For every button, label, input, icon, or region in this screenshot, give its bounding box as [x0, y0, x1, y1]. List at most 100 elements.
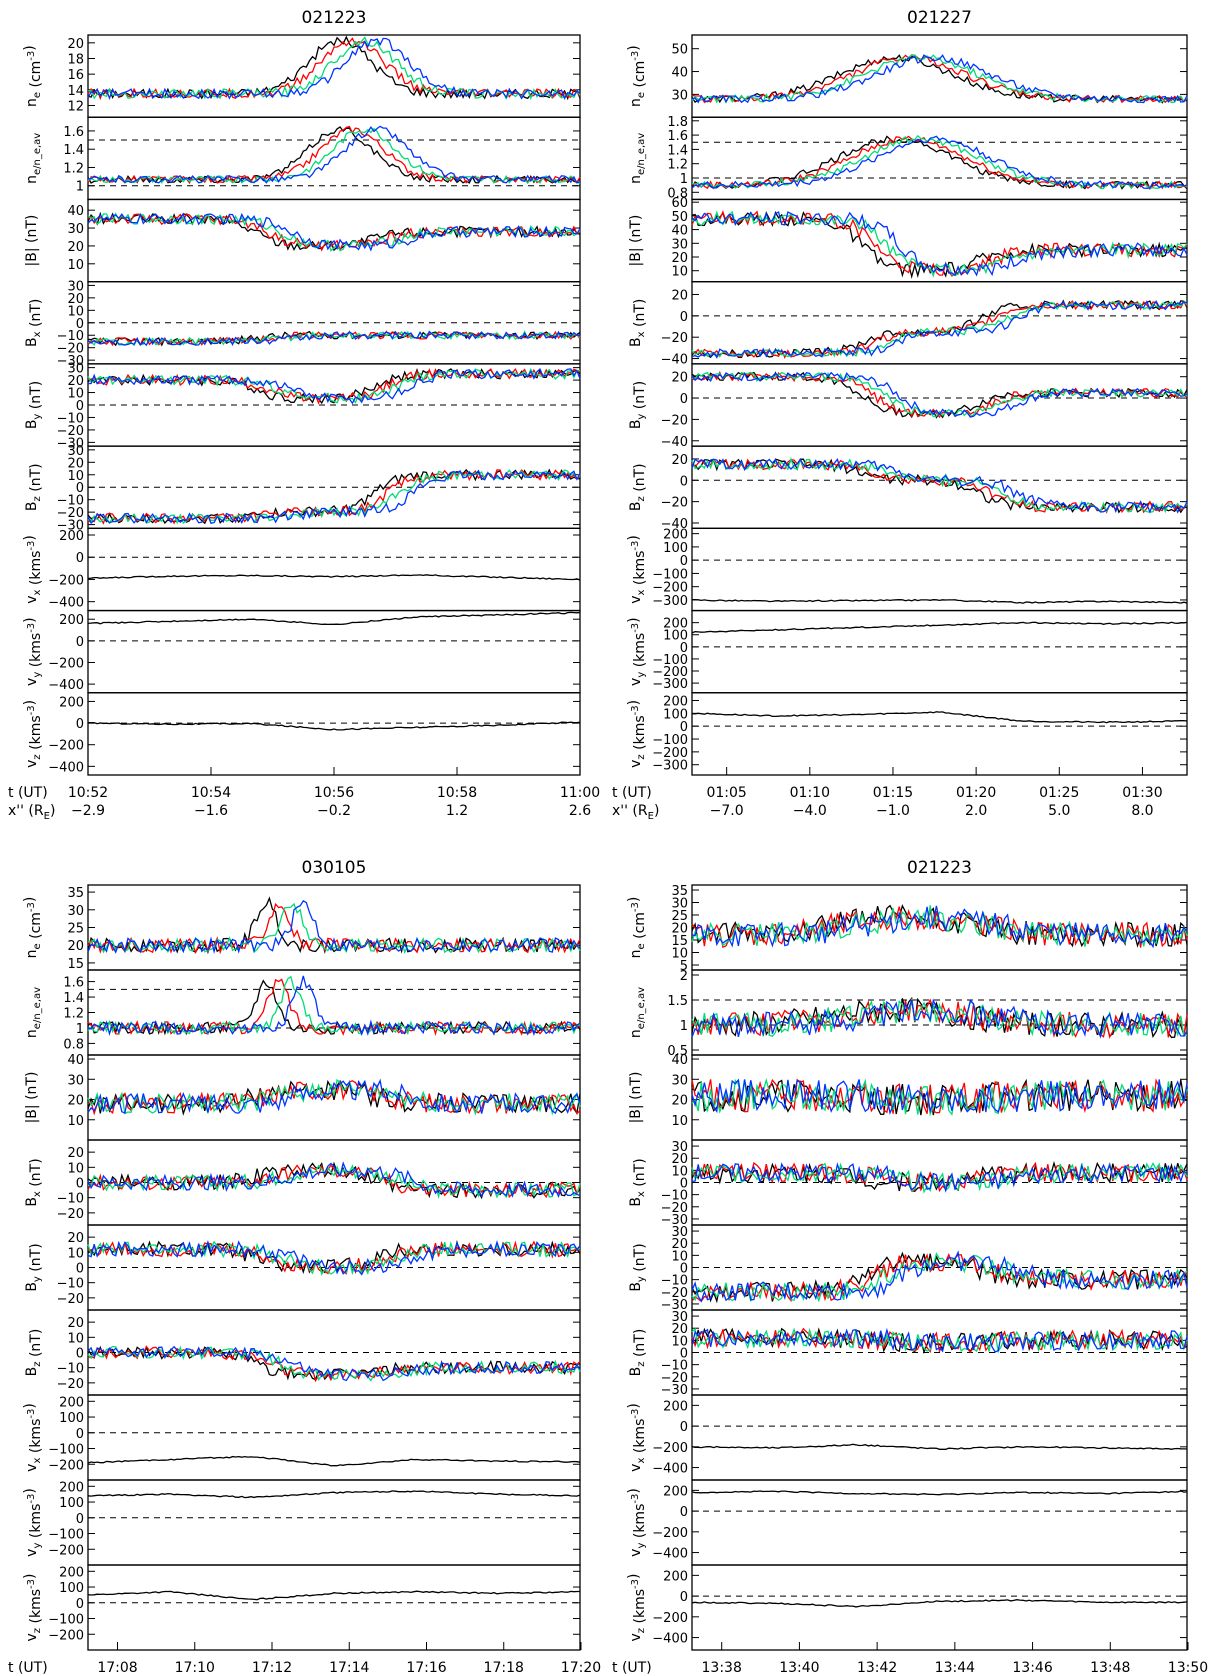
- y-axis-label: vz (kms-3): [626, 1574, 648, 1642]
- series-line-vx: [691, 1443, 1188, 1450]
- y-tick-label: −20: [661, 331, 688, 346]
- y-tick-label: 50: [671, 210, 688, 225]
- chart-title: 021227: [907, 8, 972, 28]
- y-tick-label: 200: [663, 617, 688, 632]
- y-tick-label: −10: [57, 1362, 84, 1377]
- y-tick-label: 0: [76, 551, 84, 566]
- y-axis-label: By (nT): [628, 1243, 648, 1291]
- y-tick-label: 30: [671, 1073, 688, 1088]
- series-line-sc4: [691, 211, 1188, 277]
- y-tick-label: −30: [661, 1298, 688, 1313]
- y-tick-label: −200: [652, 1611, 688, 1626]
- y-tick-label: 1.6: [63, 976, 84, 991]
- y-tick-label: 0: [680, 720, 688, 735]
- series-line-sc2: [691, 457, 1188, 514]
- series-line-sc3: [87, 36, 581, 101]
- y-tick-label: 0.5: [667, 1044, 688, 1059]
- y-axis-label: Bz (nT): [24, 1329, 44, 1377]
- x-tick-label: 17:12: [252, 1660, 292, 1676]
- y-tick-label: 40: [671, 66, 688, 81]
- x-axis-label-position: x'' (RE): [612, 803, 659, 822]
- series-line-sc2: [691, 1078, 1188, 1114]
- panel-frame: [691, 1564, 1188, 1651]
- y-tick-label: 10: [67, 469, 84, 484]
- y-tick-label: −20: [57, 424, 84, 439]
- x-position-label: −2.9: [71, 803, 105, 819]
- y-tick-label: −20: [57, 342, 84, 357]
- y-tick-label: −100: [48, 1443, 84, 1458]
- series-line-sc2: [691, 1253, 1188, 1303]
- y-tick-label: 100: [59, 1411, 84, 1426]
- series-line-sc2: [691, 370, 1188, 419]
- panel-vx: −400 −200 0 200 vx (kms-3): [22, 527, 581, 612]
- series-line-sc4: [87, 125, 581, 184]
- series-line-sc4: [691, 998, 1188, 1039]
- y-tick-label: −30: [661, 1383, 688, 1398]
- y-tick-label: −200: [652, 581, 688, 596]
- y-tick-label: 10: [671, 947, 688, 962]
- y-tick-label: −400: [652, 1632, 688, 1647]
- y-tick-label: 20: [67, 456, 84, 471]
- series-line-sc4: [87, 1345, 581, 1382]
- y-tick-label: 200: [59, 1565, 84, 1580]
- y-tick-label: 20: [671, 922, 688, 937]
- y-tick-label: 1.4: [63, 991, 84, 1006]
- y-tick-label: 25: [67, 922, 84, 937]
- series-line-sc4: [87, 1161, 581, 1199]
- y-tick-label: −30: [57, 436, 84, 451]
- y-tick-label: 16: [67, 68, 84, 83]
- y-tick-label: 200: [663, 1569, 688, 1584]
- y-tick-label: 0: [76, 317, 84, 332]
- y-axis-label: By (nT): [24, 1243, 44, 1291]
- series-line-sc4: [87, 1078, 581, 1115]
- y-tick-label: 30: [671, 897, 688, 912]
- y-tick-label: −10: [661, 1189, 688, 1204]
- y-tick-label: 200: [59, 1395, 84, 1410]
- series-line-sc2: [691, 210, 1188, 277]
- y-axis-label: By (nT): [24, 381, 44, 429]
- series-line-sc2: [691, 1327, 1188, 1354]
- y-tick-label: 1.6: [63, 125, 84, 140]
- y-tick-label: 2: [680, 969, 688, 984]
- series-line-sc3: [691, 1327, 1188, 1354]
- series-line-vx: [87, 1455, 581, 1467]
- x-tick-label: 17:14: [329, 1660, 369, 1676]
- y-axis-label: Bx (nT): [628, 1158, 648, 1206]
- series-line-sc4: [87, 1240, 581, 1276]
- y-tick-label: 1.2: [667, 158, 688, 173]
- panel-vx: −400 −200 0 200 vx (kms-3): [626, 1394, 1188, 1481]
- panel-ratio: 1 1.2 1.4 1.6 ne/n_e,av: [24, 116, 581, 201]
- series-line-sc3: [87, 127, 581, 184]
- y-tick-label: −200: [48, 1543, 84, 1558]
- y-tick-label: 12: [67, 99, 84, 114]
- y-tick-label: 1.6: [667, 129, 688, 144]
- y-tick-label: 40: [671, 1053, 688, 1068]
- y-tick-label: 30: [671, 1310, 688, 1325]
- series-line-vy: [87, 1490, 581, 1499]
- y-tick-label: 1.8: [667, 115, 688, 130]
- series-line-sc3: [87, 1240, 581, 1276]
- x-axis-label-time: t (UT): [8, 1660, 48, 1676]
- panel-vy: −400 −200 0 200 vy (kms-3): [626, 1479, 1188, 1566]
- y-tick-label: 15: [67, 957, 84, 972]
- series-line-sc2: [87, 902, 581, 955]
- series-line-sc3: [87, 368, 581, 404]
- series-line-vz: [87, 1590, 580, 1601]
- y-tick-label: 20: [671, 251, 688, 266]
- series-line-sc2: [87, 1080, 581, 1116]
- y-tick-label: 60: [671, 196, 688, 211]
- series-line-sc4: [87, 900, 581, 955]
- series-line-sc2: [691, 1161, 1188, 1193]
- x-tick-label: 01:15: [873, 785, 913, 801]
- series-line-sc3: [691, 371, 1188, 418]
- y-axis-label: By (nT): [628, 381, 648, 429]
- series-line-vy: [691, 621, 1188, 634]
- y-axis-label: ne/n_e,av: [24, 987, 43, 1038]
- y-tick-label: −200: [652, 665, 688, 680]
